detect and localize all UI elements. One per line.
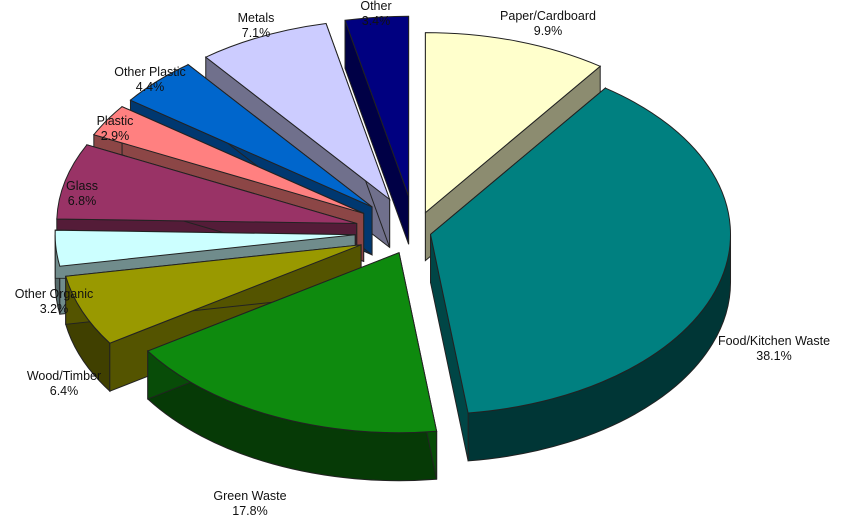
label-category: Other Plastic [114, 65, 186, 79]
slice-top-glass [56, 144, 357, 224]
slice-top-other [344, 15, 410, 197]
label-percent: 3.4% [362, 14, 391, 28]
label-percent: 3.2% [40, 302, 69, 316]
label-paper-cardboard: Paper/Cardboard 9.9% [500, 9, 596, 38]
label-percent: 4.4% [136, 80, 165, 94]
label-percent: 9.9% [534, 24, 563, 38]
label-percent: 7.1% [242, 26, 271, 40]
label-other: Other 3.4% [360, 0, 391, 28]
slice-top-other-organic [54, 229, 356, 267]
label-category: Wood/Timber [27, 369, 101, 383]
label-wood-timber: Wood/Timber 6.4% [27, 369, 101, 398]
label-percent: 17.8% [232, 504, 267, 518]
label-metals: Metals 7.1% [238, 11, 275, 40]
pie-slices [54, 15, 732, 482]
label-category: Green Waste [213, 489, 286, 503]
label-category: Other Organic [15, 287, 94, 301]
slice-other [344, 15, 410, 245]
slice-top-wood-timber [65, 244, 362, 344]
label-category: Other [360, 0, 391, 13]
label-percent: 2.9% [101, 129, 130, 143]
label-other-organic: Other Organic 3.2% [15, 287, 94, 316]
label-percent: 38.1% [756, 349, 791, 363]
slice-top-green-waste [146, 252, 438, 434]
label-category: Paper/Cardboard [500, 9, 596, 23]
slice-green-waste [146, 251, 438, 482]
slice-top-paper-cardboard [424, 32, 602, 214]
label-category: Metals [238, 11, 275, 25]
slice-top-plastic [92, 106, 364, 214]
label-plastic: Plastic 2.9% [97, 114, 134, 143]
label-percent: 6.4% [50, 384, 79, 398]
slice-food-kitchen-waste [429, 87, 732, 462]
slice-top-food-kitchen-waste [429, 87, 731, 414]
label-category: Glass [66, 179, 98, 193]
slice-top-other-plastic [129, 64, 373, 208]
slice-top-metals [204, 22, 391, 201]
label-green-waste: Green Waste 17.8% [213, 489, 286, 518]
label-glass: Glass 6.8% [66, 179, 98, 208]
label-food-kitchen-waste: Food/Kitchen Waste 38.1% [718, 334, 830, 363]
label-percent: 6.8% [68, 194, 97, 208]
label-other-plastic: Other Plastic 4.4% [114, 65, 186, 94]
pie-labels: Paper/Cardboard 9.9% Food/Kitchen Waste 38.… [15, 0, 830, 518]
label-category: Plastic [97, 114, 134, 128]
label-category: Food/Kitchen Waste [718, 334, 830, 348]
